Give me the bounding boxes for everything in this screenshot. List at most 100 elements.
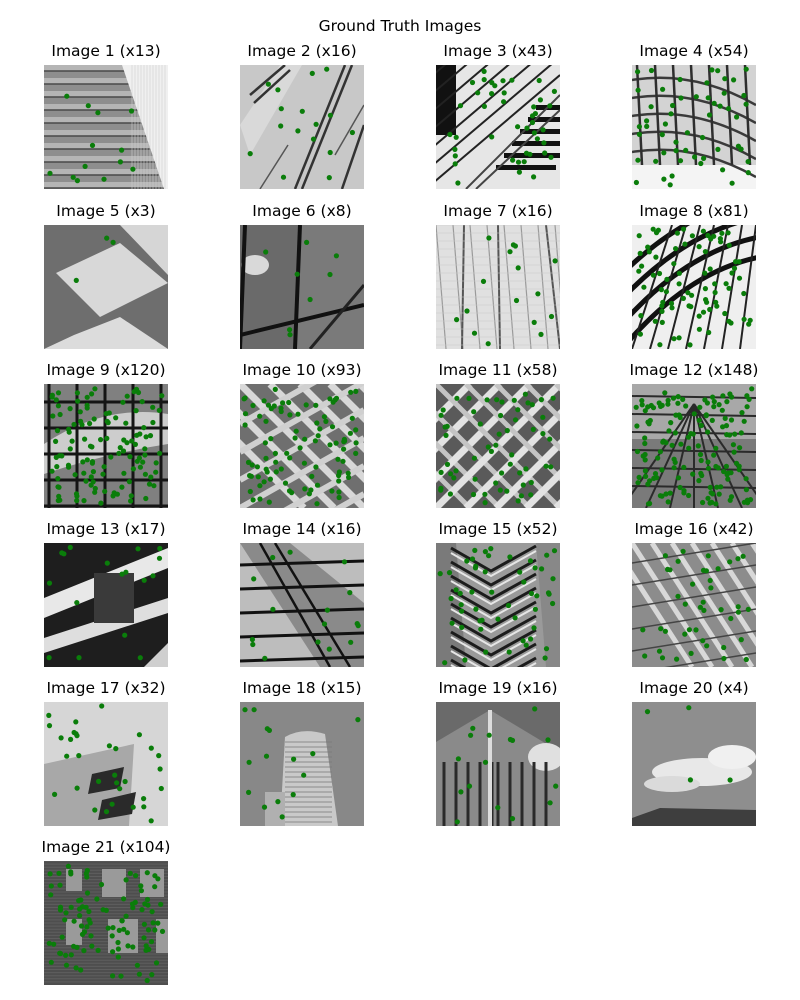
ground-truth-point <box>509 816 516 822</box>
ground-truth-point <box>698 457 704 464</box>
ground-truth-point <box>121 437 127 443</box>
ground-truth-point <box>528 590 535 597</box>
ground-truth-point <box>336 478 342 484</box>
ground-truth-point <box>506 649 512 655</box>
ground-truth-point <box>722 310 728 317</box>
ground-truth-point <box>250 402 256 409</box>
ground-truth-point <box>94 896 100 902</box>
ground-truth-point <box>287 332 293 338</box>
ground-truth-point <box>314 482 321 488</box>
ground-truth-point <box>727 391 733 397</box>
ground-truth-point <box>78 923 85 929</box>
ground-truth-point <box>540 431 546 437</box>
ground-truth-point <box>133 408 139 414</box>
ground-truth-point <box>663 289 669 295</box>
ground-truth-point <box>127 454 133 460</box>
ground-truth-point <box>453 468 459 474</box>
ground-truth-point <box>115 939 121 946</box>
ground-truth-point <box>247 151 253 157</box>
ground-truth-point <box>483 649 489 655</box>
ground-truth-point <box>699 134 706 141</box>
ground-truth-point <box>732 431 738 437</box>
ground-truth-point <box>542 150 548 156</box>
ground-truth-point <box>705 95 711 101</box>
panel-image <box>632 543 756 667</box>
ground-truth-point <box>148 818 154 824</box>
ground-truth-point <box>482 549 488 555</box>
ground-truth-point <box>520 638 526 644</box>
ground-truth-point <box>700 228 706 234</box>
ground-truth-point <box>736 467 742 473</box>
ground-truth-point <box>494 397 500 403</box>
ground-truth-point <box>697 451 704 458</box>
ground-truth-point <box>703 568 709 574</box>
ground-truth-point <box>680 295 686 301</box>
ground-truth-point <box>743 656 749 663</box>
ground-truth-point <box>123 569 129 575</box>
ground-truth-point <box>116 927 122 933</box>
ground-truth-point <box>314 501 320 507</box>
ground-truth-point <box>688 304 694 310</box>
ground-truth-point <box>512 243 518 249</box>
ground-truth-point <box>713 445 719 451</box>
ground-truth-point <box>155 920 161 926</box>
ground-truth-point <box>56 493 62 499</box>
panel-title: Image 17 (x32) <box>46 679 166 697</box>
panel-title: Image 21 (x104) <box>41 838 171 856</box>
ground-truth-point <box>665 401 671 407</box>
ground-truth-point <box>96 778 102 784</box>
ground-truth-point <box>706 112 713 118</box>
ground-truth-point <box>116 450 122 456</box>
ground-truth-point <box>113 415 119 421</box>
ground-truth-point <box>728 615 734 622</box>
ground-truth-point <box>304 239 310 245</box>
panel-title: Image 20 (x4) <box>639 679 749 697</box>
ground-truth-point <box>92 807 98 813</box>
grayscale-photo <box>44 225 168 349</box>
grayscale-photo <box>44 702 168 826</box>
ground-truth-point <box>733 460 740 466</box>
ground-truth-point <box>301 772 307 778</box>
ground-truth-point <box>111 490 117 496</box>
ground-truth-point <box>148 474 154 480</box>
ground-truth-point <box>532 606 538 612</box>
ground-truth-point <box>638 313 644 319</box>
ground-truth-point <box>523 150 530 156</box>
ground-truth-point <box>249 462 255 468</box>
ground-truth-point <box>81 948 87 954</box>
ground-truth-point <box>84 924 90 930</box>
ground-truth-point <box>295 128 301 134</box>
ground-truth-point <box>501 99 507 105</box>
ground-truth-point <box>682 241 688 247</box>
panel-image <box>240 702 364 826</box>
ground-truth-point <box>74 785 80 791</box>
ground-truth-point <box>447 131 453 138</box>
ground-truth-point <box>700 309 707 315</box>
ground-truth-point <box>341 436 347 442</box>
ground-truth-point <box>112 772 118 778</box>
ground-truth-point <box>451 475 457 481</box>
ground-truth-point <box>692 154 698 160</box>
ground-truth-point <box>448 595 454 602</box>
ground-truth-point <box>719 407 725 413</box>
grayscale-photo <box>436 702 560 826</box>
ground-truth-point <box>489 134 495 140</box>
ground-truth-point <box>681 490 687 496</box>
grayscale-photo <box>632 384 756 508</box>
ground-truth-point <box>74 733 80 739</box>
ground-truth-point <box>521 579 527 585</box>
ground-truth-point <box>700 499 706 506</box>
ground-truth-point <box>656 270 663 277</box>
ground-truth-point <box>264 469 270 475</box>
ground-truth-point <box>134 432 140 438</box>
ground-truth-point <box>315 433 321 439</box>
panel-title: Image 9 (x120) <box>46 361 166 379</box>
ground-truth-point <box>47 170 53 176</box>
ground-truth-point <box>690 471 696 477</box>
ground-truth-point <box>749 386 755 392</box>
ground-truth-point <box>348 389 354 395</box>
ground-truth-point <box>263 455 269 461</box>
ground-truth-point <box>151 483 157 489</box>
ground-truth-point <box>705 465 712 471</box>
ground-truth-point <box>548 464 554 470</box>
